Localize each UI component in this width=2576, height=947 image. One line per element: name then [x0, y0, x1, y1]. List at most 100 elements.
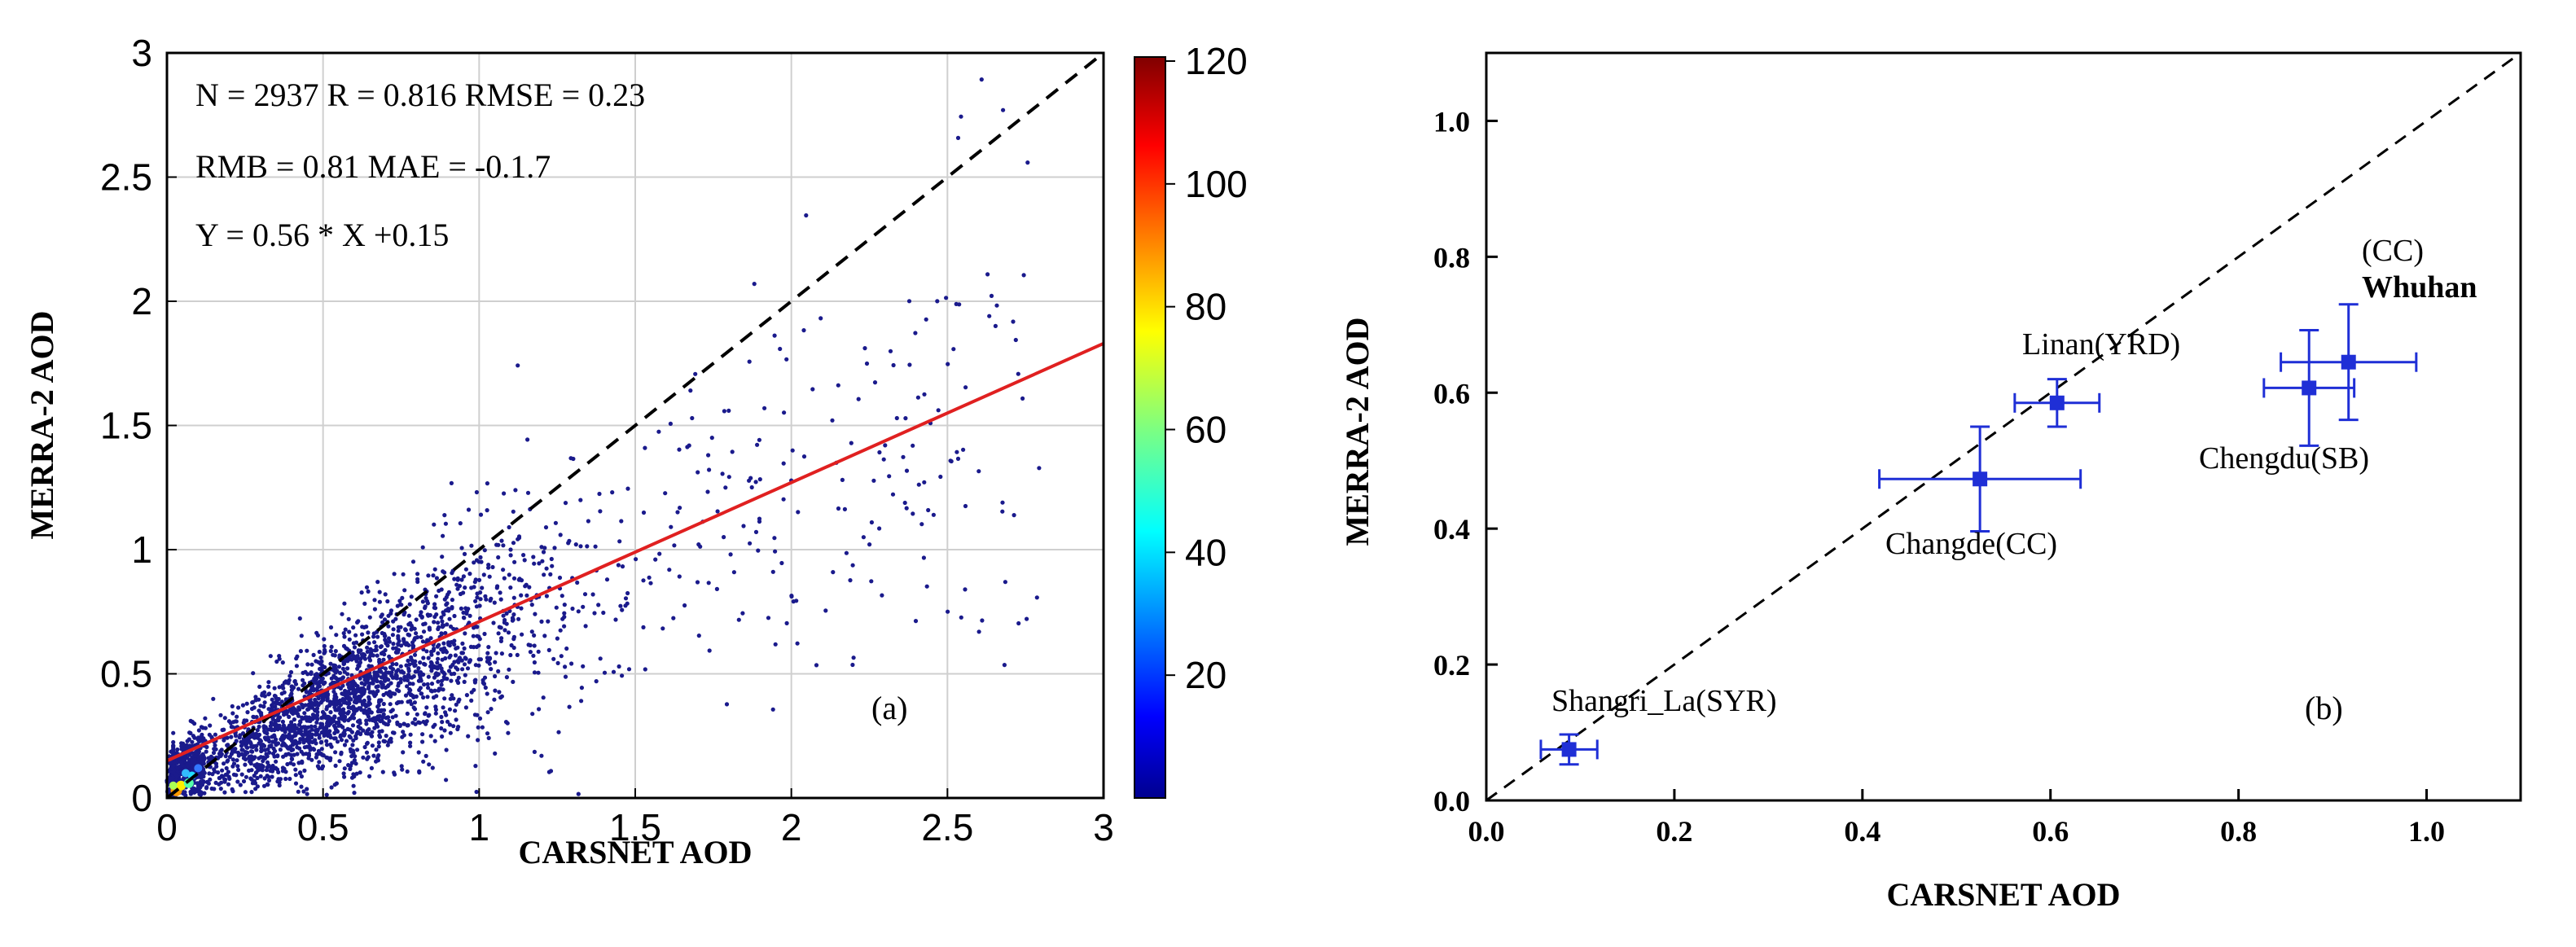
- a-data-point: [296, 707, 302, 712]
- a-data-point: [435, 666, 440, 671]
- colorbar-tick-label: 20: [1185, 654, 1227, 696]
- a-data-point: [562, 624, 567, 629]
- a-data-point: [229, 725, 234, 730]
- a-data-point: [475, 625, 480, 629]
- a-data-point: [877, 526, 882, 531]
- a-data-point: [286, 681, 291, 686]
- a-data-point: [202, 791, 207, 796]
- a-data-point: [493, 673, 498, 679]
- a-x-axis-label: CARSNET AOD: [518, 834, 752, 870]
- a-data-point: [328, 625, 334, 630]
- a-data-point: [1001, 107, 1006, 112]
- a-data-point: [314, 741, 318, 746]
- a-data-point: [393, 616, 398, 621]
- a-data-point: [772, 333, 777, 338]
- a-data-point: [915, 395, 920, 400]
- a-data-point: [441, 641, 446, 646]
- a-data-point: [340, 696, 345, 702]
- a-data-point: [331, 736, 337, 741]
- a-data-point: [442, 513, 447, 518]
- a-data-point: [434, 594, 439, 598]
- a-data-point: [520, 632, 524, 637]
- a-data-point: [468, 644, 474, 650]
- a-data-point: [417, 687, 422, 693]
- a-data-point: [236, 767, 241, 773]
- a-data-point: [394, 650, 399, 655]
- a-data-point: [344, 695, 349, 700]
- a-data-point: [402, 588, 407, 593]
- a-data-point: [386, 636, 392, 641]
- a-data-point: [274, 759, 279, 764]
- a-data-point: [425, 695, 430, 699]
- a-data-point: [1021, 273, 1026, 278]
- a-data-point: [773, 642, 778, 647]
- a-data-point: [171, 730, 176, 735]
- a-data-point: [186, 764, 191, 769]
- a-data-point: [423, 753, 428, 759]
- a-data-point: [200, 732, 204, 737]
- a-data-point: [480, 585, 485, 590]
- a-data-point: [309, 662, 314, 667]
- a-data-point: [410, 559, 416, 564]
- a-data-point: [416, 666, 421, 671]
- a-data-point: [343, 658, 348, 664]
- a-data-point: [524, 582, 529, 587]
- a-data-point: [946, 362, 950, 366]
- a-data-point: [243, 762, 248, 767]
- a-data-point: [778, 346, 783, 352]
- a-data-point: [407, 686, 412, 692]
- a-data-point: [501, 543, 506, 548]
- a-data-point: [204, 744, 209, 750]
- a-data-point: [616, 563, 621, 568]
- a-data-point: [234, 739, 239, 743]
- a-data-point: [449, 678, 454, 683]
- a-data-point: [347, 629, 352, 634]
- a-data-point: [552, 546, 557, 550]
- a-data-point: [455, 576, 460, 581]
- a-data-point: [448, 730, 453, 735]
- a-data-point: [261, 758, 265, 764]
- a-data-point: [211, 696, 216, 701]
- a-data-point: [225, 759, 230, 764]
- a-data-point: [218, 787, 223, 791]
- a-data-point: [352, 758, 357, 763]
- a-data-point: [383, 638, 388, 642]
- a-data-point: [397, 681, 402, 686]
- a-data-point: [406, 691, 411, 695]
- a-data-point: [461, 574, 467, 579]
- a-data-point: [390, 675, 396, 680]
- a-data-point: [411, 705, 416, 710]
- a-data-point: [381, 708, 387, 712]
- a-data-point: [423, 711, 428, 716]
- a-data-point: [497, 625, 502, 629]
- panel-b: 0.0 0.2 0.4 0.6 0.8 1.0 0.0 0.2 0.4 0.6 0.8 1.0 Sha…: [1339, 51, 2522, 913]
- a-data-point: [484, 597, 489, 602]
- a-data-point: [328, 710, 333, 715]
- a-data-point: [299, 749, 304, 754]
- a-data-point: [227, 776, 232, 782]
- a-data-point: [297, 616, 302, 621]
- a-data-point: [240, 752, 246, 757]
- a-data-point: [569, 661, 574, 666]
- a-data-point: [419, 610, 423, 615]
- a-data-point: [344, 739, 349, 743]
- a-data-point: [309, 724, 314, 729]
- a-data-point: [278, 701, 283, 707]
- a-data-point: [355, 666, 360, 671]
- a-data-point: [449, 480, 454, 486]
- a-data-point: [400, 767, 405, 772]
- a-data-point: [456, 675, 461, 680]
- a-data-point: [196, 728, 201, 733]
- a-data-point: [443, 630, 448, 636]
- a-data-point: [267, 691, 272, 696]
- a-data-point: [366, 699, 371, 704]
- a-data-point: [340, 675, 345, 680]
- a-data-point: [380, 630, 384, 636]
- a-data-point: [558, 628, 563, 633]
- a-data-point: [204, 749, 208, 754]
- a-data-point: [340, 612, 344, 616]
- a-data-point: [643, 445, 647, 450]
- a-data-point: [412, 638, 417, 642]
- a-data-point: [477, 603, 482, 608]
- a-data-point: [354, 731, 359, 736]
